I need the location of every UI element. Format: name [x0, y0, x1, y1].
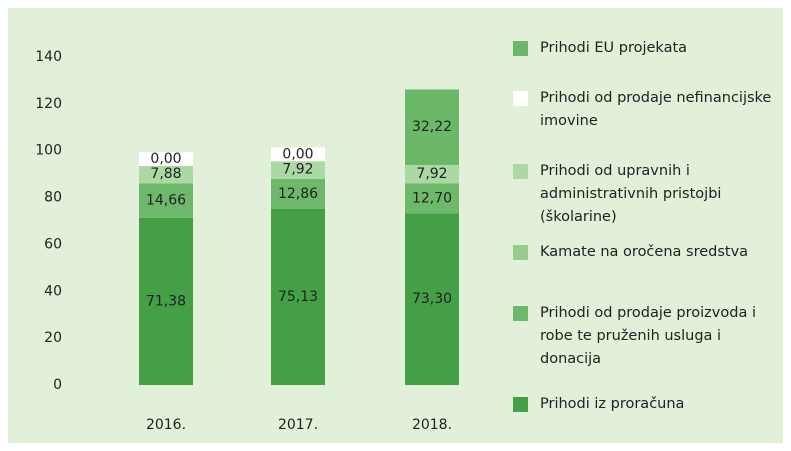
- legend-swatch: [513, 306, 528, 321]
- bar-segment: [271, 160, 325, 179]
- data-label: 0,00: [150, 151, 181, 167]
- data-label: 12,70: [412, 190, 452, 206]
- data-label: 73,30: [412, 291, 452, 307]
- legend-label: Prihodi od prodaje proizvoda i robe te p…: [540, 305, 756, 367]
- label-background: [139, 151, 193, 166]
- y-tick-label: 40: [44, 283, 62, 299]
- data-label: 12,86: [278, 186, 318, 202]
- bar-segment: [271, 208, 325, 385]
- y-tick-label: 120: [35, 96, 62, 112]
- bar-segment: [271, 178, 325, 209]
- bar-segment: [405, 89, 459, 165]
- bar-segment: [139, 217, 193, 385]
- data-label: 7,88: [150, 166, 181, 182]
- legend-label: Prihodi od prodaje nefinancijske imovine: [540, 90, 772, 129]
- legend-swatch: [513, 245, 528, 260]
- data-label: 14,66: [146, 193, 186, 209]
- data-label: 7,92: [282, 162, 313, 178]
- label-background: [271, 147, 325, 162]
- data-label: 0,00: [282, 146, 313, 162]
- legend-label: Kamate na oročena sredstva: [540, 244, 749, 260]
- bar-segment: [405, 213, 459, 385]
- x-tick-label: 2016.: [146, 417, 186, 433]
- legend-swatch: [513, 91, 528, 106]
- y-tick-label: 140: [35, 49, 62, 65]
- y-tick-label: 0: [53, 377, 62, 393]
- bar-segment: [405, 164, 459, 184]
- data-label: 75,13: [278, 289, 318, 305]
- legend-swatch: [513, 41, 528, 56]
- legend-label: Prihodi iz proračuna: [540, 396, 685, 412]
- bar-segment: [139, 164, 193, 184]
- data-label: 71,38: [146, 293, 186, 309]
- background: [8, 8, 783, 443]
- y-tick-label: 20: [44, 330, 62, 346]
- legend-swatch: [513, 397, 528, 412]
- y-tick-label: 80: [44, 190, 62, 206]
- legend-label: Prihodi EU projekata: [540, 40, 688, 56]
- y-tick-label: 60: [44, 236, 62, 252]
- legend-swatch: [513, 164, 528, 179]
- x-tick-label: 2018.: [412, 417, 452, 433]
- legend-label: Prihodi od upravnih i administrativnih p…: [540, 163, 722, 225]
- y-tick-label: 100: [35, 143, 62, 159]
- bar-segment: [139, 183, 193, 218]
- x-tick-label: 2017.: [278, 417, 318, 433]
- bar-segment: [405, 183, 459, 214]
- data-label: 7,92: [416, 166, 447, 182]
- data-label: 32,22: [412, 119, 452, 135]
